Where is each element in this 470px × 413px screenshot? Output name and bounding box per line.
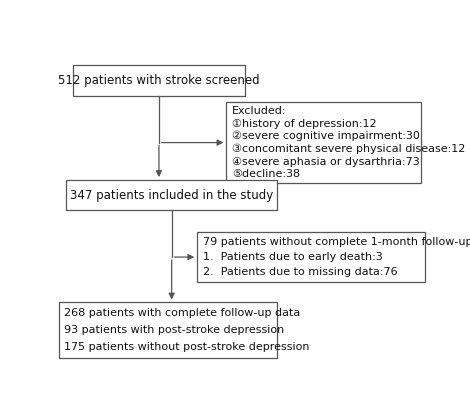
Text: ⑤decline:38: ⑤decline:38 — [232, 169, 300, 179]
Text: ②severe cognitive impairment:30: ②severe cognitive impairment:30 — [232, 131, 420, 141]
Text: 268 patients with complete follow-up data: 268 patients with complete follow-up dat… — [64, 309, 300, 318]
FancyBboxPatch shape — [227, 102, 421, 183]
Text: 93 patients with post-stroke depression: 93 patients with post-stroke depression — [64, 325, 284, 335]
FancyBboxPatch shape — [73, 65, 244, 96]
FancyBboxPatch shape — [59, 302, 277, 358]
Text: Excluded:: Excluded: — [232, 106, 286, 116]
Text: ④severe aphasia or dysarthria:73: ④severe aphasia or dysarthria:73 — [232, 157, 420, 166]
FancyBboxPatch shape — [197, 233, 425, 282]
Text: 175 patients without post-stroke depression: 175 patients without post-stroke depress… — [64, 342, 310, 352]
Text: 2.  Patients due to missing data:76: 2. Patients due to missing data:76 — [203, 267, 397, 277]
Text: 347 patients included in the study: 347 patients included in the study — [70, 189, 273, 202]
Text: 512 patients with stroke screened: 512 patients with stroke screened — [58, 74, 260, 87]
FancyBboxPatch shape — [66, 180, 277, 210]
Text: 79 patients without complete 1-month follow-up data：: 79 patients without complete 1-month fol… — [203, 237, 470, 247]
Text: ①history of depression:12: ①history of depression:12 — [232, 119, 376, 128]
Text: ③concomitant severe physical disease:12: ③concomitant severe physical disease:12 — [232, 144, 465, 154]
Text: 1.  Patients due to early death:3: 1. Patients due to early death:3 — [203, 252, 383, 262]
